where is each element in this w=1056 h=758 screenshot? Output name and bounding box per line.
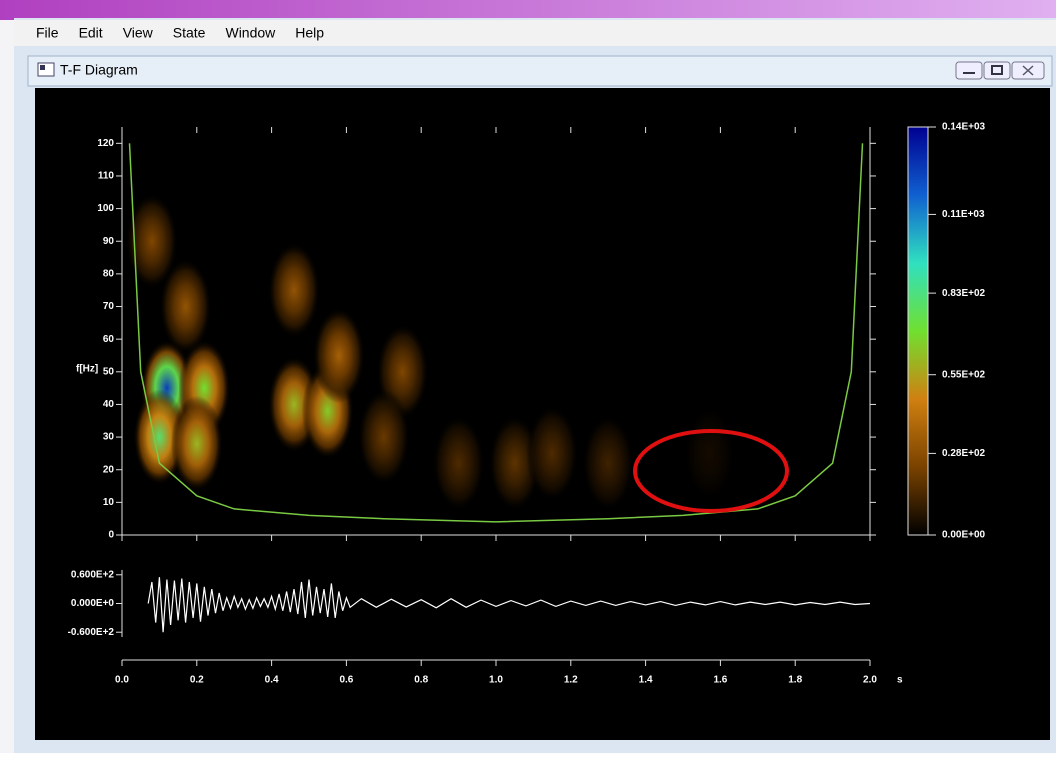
y-tick-label: 80 <box>103 269 115 280</box>
energy-blob <box>268 242 321 339</box>
axes: 0 10 20 30 40 50 60 70 80 90 100 110 120 0.0 0.2 0.4 0.6… <box>68 122 986 686</box>
window-icon-detail <box>40 65 45 70</box>
colorbar-tick-label: 0.55E+02 <box>942 369 986 380</box>
window-title: T-F Diagram <box>60 62 138 78</box>
y-tick-label: 50 <box>103 366 115 377</box>
x-tick-label: 2.0 <box>863 675 877 686</box>
cone-of-influence <box>128 143 864 523</box>
menu-item[interactable]: State <box>173 25 206 41</box>
menu-item[interactable]: File <box>36 25 59 41</box>
colorbar <box>907 126 929 536</box>
window-buttons <box>955 61 1045 80</box>
colorbar-tick-label: 0.28E+02 <box>942 448 986 459</box>
y-tick-label: 20 <box>103 464 115 475</box>
energy-blob <box>683 405 736 502</box>
x-tick-label: 1.2 <box>564 675 578 686</box>
y-tick-label: 100 <box>97 203 114 214</box>
y-tick-label: 110 <box>98 171 115 182</box>
x-tick-label: 1.4 <box>639 675 653 686</box>
x-tick-label: 0.8 <box>414 675 428 686</box>
x-tick-label: 1.6 <box>713 675 727 686</box>
close-icon <box>1022 65 1034 76</box>
x-tick-label: 1.8 <box>788 675 802 686</box>
y-tick-label: 70 <box>103 301 115 312</box>
y-tick-label: 30 <box>103 432 115 443</box>
signal-trace <box>147 577 871 633</box>
y-tick-label: 10 <box>103 497 115 508</box>
energy-blob <box>357 389 410 486</box>
signal-y-tick-label: 0.600E+2 <box>71 569 115 580</box>
energy-blob <box>582 415 635 512</box>
signal-y-tick-label: 0.000E+0 <box>71 598 115 609</box>
energy-blob <box>432 415 485 512</box>
x-tick-label: 1.0 <box>489 675 503 686</box>
highlight-circle <box>633 429 789 513</box>
y-tick-label: 0 <box>108 530 114 541</box>
energy-blob <box>133 389 186 486</box>
energy-blob <box>526 405 579 502</box>
colorbar-tick-label: 0.14E+03 <box>942 122 986 133</box>
y-tick-label: 90 <box>103 236 115 247</box>
y-axis-label: f[Hz] <box>76 364 98 375</box>
y-tick-label: 120 <box>97 138 114 149</box>
x-tick-label: 0.4 <box>265 675 279 686</box>
y-tick-label: 60 <box>103 334 115 345</box>
menu-item[interactable]: View <box>123 25 154 41</box>
restore-button[interactable] <box>983 61 1011 80</box>
energy-blob <box>159 258 212 355</box>
energy-blob <box>170 395 223 492</box>
menu-item[interactable]: Window <box>225 25 276 41</box>
x-tick-label: 0.6 <box>339 675 353 686</box>
signal-y-tick-label: -0.600E+2 <box>68 627 115 638</box>
colorbar-tick-label: 0.11E+03 <box>942 209 985 220</box>
scalogram <box>125 143 864 523</box>
desktop-strip <box>0 0 1056 20</box>
minimize-button[interactable] <box>955 61 983 80</box>
menu-item[interactable]: Edit <box>79 25 103 41</box>
x-tick-label: 0.0 <box>115 675 129 686</box>
x-axis-label: s <box>897 675 903 686</box>
menu: File Edit View State Window Help <box>36 25 324 41</box>
energy-blob <box>125 193 178 290</box>
window-titlebar <box>27 55 1053 87</box>
y-tick-label: 40 <box>103 399 115 410</box>
energy-blob <box>312 307 365 404</box>
colorbar-tick-label: 0.83E+02 <box>942 288 986 299</box>
menu-bar <box>14 20 1056 46</box>
colorbar-tick-label: 0.00E+00 <box>942 530 986 541</box>
menu-item[interactable]: Help <box>295 25 324 41</box>
restore-icon <box>991 65 1003 75</box>
x-tick-label: 0.2 <box>190 675 204 686</box>
